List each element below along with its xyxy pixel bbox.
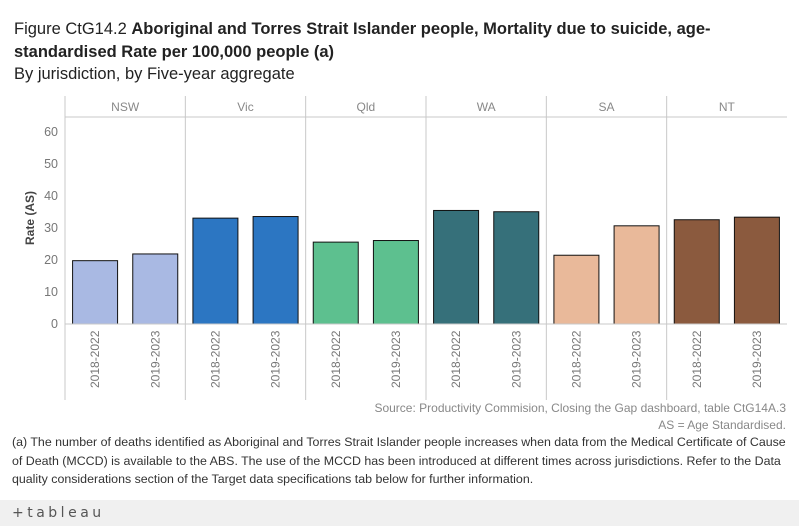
y-tick-label: 60 [44, 125, 58, 139]
x-tick-label: 2018-2022 [208, 330, 222, 388]
x-tick-label: 2018-2022 [88, 330, 102, 388]
panel-header-label: SA [598, 100, 614, 114]
bar [252, 216, 299, 325]
panel-header-label: WA [477, 100, 496, 114]
x-tick-label: 2018-2022 [569, 330, 583, 388]
x-tick-label: 2018-2022 [329, 330, 343, 388]
bar [433, 209, 480, 325]
chart-title: Figure CtG14.2 Aboriginal and Torres Str… [14, 18, 784, 64]
x-tick-label: 2019-2023 [269, 330, 283, 388]
bar [372, 240, 419, 325]
source-line: Source: Productivity Commision, Closing … [374, 401, 786, 415]
x-tick-label: 2018-2022 [449, 330, 463, 388]
source-note: Source: Productivity Commision, Closing … [374, 400, 786, 434]
bar [493, 211, 540, 325]
panel-header-label: NT [719, 100, 736, 114]
abbreviation-note: AS = Age Standardised. [658, 418, 786, 432]
y-tick-label: 10 [44, 285, 58, 299]
panel-header-label: Vic [237, 100, 253, 114]
footer-bar: +tableau [0, 500, 799, 526]
chart-subtitle: By jurisdiction, by Five-year aggregate [14, 65, 295, 83]
y-tick-label: 20 [44, 253, 58, 267]
x-tick-label: 2018-2022 [690, 330, 704, 388]
y-tick-label: 50 [44, 157, 58, 171]
panel-header-label: NSW [111, 100, 140, 114]
x-tick-label: 2019-2023 [630, 330, 644, 388]
bar [733, 216, 780, 325]
bar [613, 225, 660, 325]
x-tick-label: 2019-2023 [750, 330, 764, 388]
x-tick-label: 2019-2023 [509, 330, 523, 388]
bar [312, 241, 359, 325]
bar [192, 217, 239, 325]
tableau-logo[interactable]: +tableau [12, 505, 105, 521]
title-main: Aboriginal and Torres Strait Islander pe… [14, 20, 711, 61]
y-tick-label: 40 [44, 189, 58, 203]
bar [132, 253, 179, 325]
bar [553, 254, 600, 325]
bar [673, 219, 720, 325]
y-axis-title: Rate (AS) [23, 191, 37, 245]
footnote: (a) The number of deaths identified as A… [12, 435, 786, 486]
x-tick-label: 2019-2023 [389, 330, 403, 388]
x-tick-label: 2019-2023 [148, 330, 162, 388]
y-tick-label: 30 [44, 221, 58, 235]
panel-header-label: Qld [356, 100, 375, 114]
y-tick-label: 0 [51, 317, 58, 331]
bar [72, 260, 119, 325]
title-prefix: Figure CtG14.2 [14, 20, 132, 38]
bar-chart: NSW 2018-2022 2019-2023 Vic 2018-2022 2019-20… [23, 96, 787, 400]
